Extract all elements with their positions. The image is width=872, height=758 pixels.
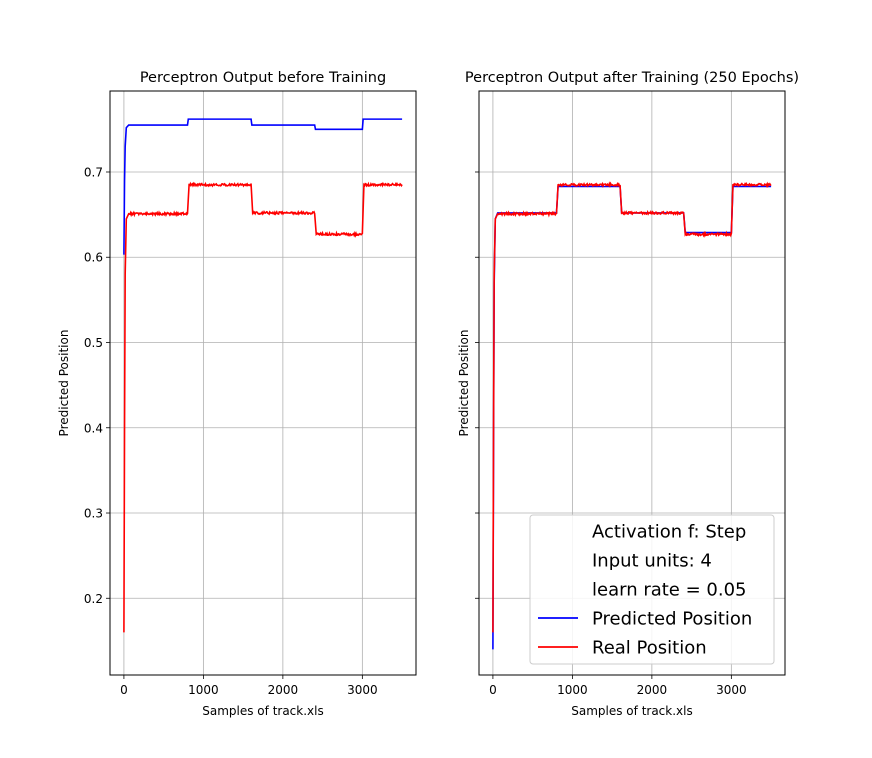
axes-frame — [109, 90, 417, 676]
legend-entry: Input units: 4 — [592, 551, 712, 572]
x-tick-label: 0 — [489, 683, 497, 697]
x-tick-label: 0 — [120, 683, 128, 697]
y-axis-label: Predicted Position — [457, 330, 471, 437]
x-tick-label: 1000 — [557, 683, 588, 697]
x-tick-label: 3000 — [347, 683, 378, 697]
x-tick-label: 1000 — [188, 683, 219, 697]
y-tick-label: 0.3 — [84, 507, 103, 521]
chart-panel-0: 0 1000 2000 3000 0.2 0.3 0.4 0.5 0.6 0.7 Perceptro… — [57, 70, 417, 718]
legend-entry: Real Position — [592, 638, 707, 659]
legend: Activation f: Step Input units: 4 learn ra… — [529, 514, 775, 665]
legend-entry: learn rate = 0.05 — [592, 580, 747, 601]
y-tick-label: 0.4 — [84, 421, 103, 435]
y-tick-label: 0.2 — [84, 592, 103, 606]
series-line-real-position — [492, 181, 772, 633]
y-tick-label: 0.6 — [84, 251, 103, 265]
axes-frame — [478, 90, 786, 676]
legend-box — [529, 514, 775, 665]
x-axis-label: Samples of track.xls — [202, 704, 323, 718]
x-tick-label: 2000 — [637, 683, 668, 697]
y-tick-label: 0.5 — [84, 336, 103, 350]
chart-title: Perceptron Output after Training (250 Ep… — [465, 70, 799, 86]
x-axis-label: Samples of track.xls — [571, 704, 692, 718]
y-tick-label: 0.7 — [84, 165, 103, 179]
x-tick-label: 3000 — [716, 683, 747, 697]
y-axis-label: Predicted Position — [57, 330, 71, 437]
legend-entry: Activation f: Step — [592, 522, 746, 543]
chart-title: Perceptron Output before Training — [140, 70, 386, 86]
x-tick-label: 2000 — [268, 683, 299, 697]
legend-entry: Predicted Position — [592, 609, 752, 630]
series-line-predicted-position — [123, 118, 403, 255]
chart-panel-1: 0 1000 2000 3000 Perceptron Output after Tra… — [457, 70, 799, 718]
series-line-real-position — [123, 181, 403, 633]
